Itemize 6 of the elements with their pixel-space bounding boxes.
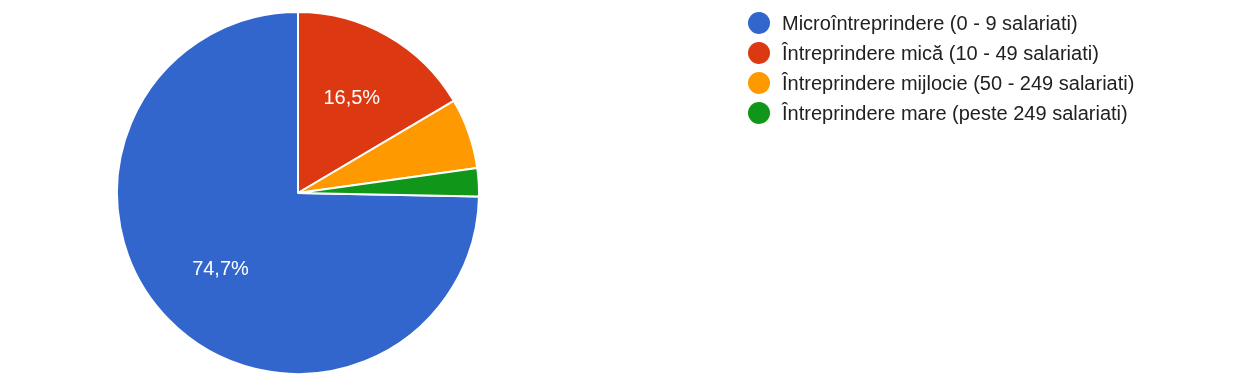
legend-label: Întreprindere mică (10 - 49 salariati) — [782, 41, 1099, 65]
data-label: 16,5% — [323, 86, 381, 109]
legend-label: Microîntreprindere (0 - 9 salariati) — [782, 11, 1078, 35]
legend-label: Întreprindere mijlocie (50 - 249 salariati) — [782, 71, 1135, 95]
legend-label: Întreprindere mare (peste 249 salariati) — [782, 101, 1128, 125]
data-label: 74,7% — [192, 256, 250, 279]
